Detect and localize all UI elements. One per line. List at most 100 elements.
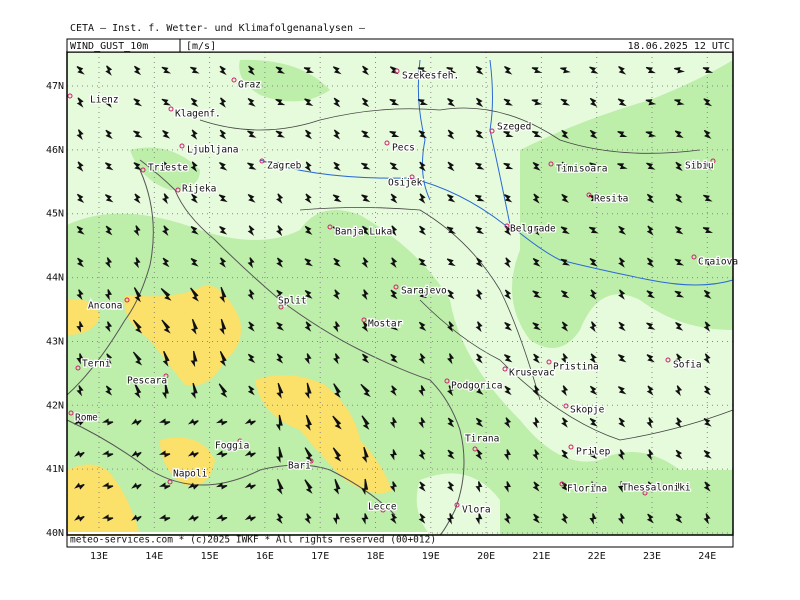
city-marker: [568, 444, 574, 450]
wind-arrow: [447, 161, 455, 172]
city-marker: [394, 68, 400, 74]
city-marker: [140, 167, 146, 173]
wind-arrow: [134, 383, 142, 399]
wind-arrow: [703, 289, 712, 299]
wind-arrow: [503, 98, 513, 106]
lon-label: 22E: [588, 551, 606, 562]
datetime: 18.06.2025 12 UTC: [628, 41, 730, 52]
wind-arrow: [276, 513, 284, 524]
city-marker: [231, 77, 237, 83]
wind-arrow: [617, 98, 627, 107]
wind-arrow: [304, 98, 314, 106]
wind-arrow: [560, 385, 569, 397]
city-label: Ljubljana: [187, 145, 238, 156]
wind-arrow: [447, 385, 455, 397]
city-marker: [237, 438, 243, 444]
gust-area: [67, 210, 733, 535]
wind-arrow: [531, 67, 543, 74]
wind-arrow: [76, 226, 85, 235]
city-marker: [642, 490, 648, 496]
wind-arrow: [304, 161, 312, 172]
wind-arrow: [560, 226, 570, 234]
lon-label: 23E: [643, 551, 661, 562]
wind-arrow: [244, 418, 256, 426]
wind-arrow: [190, 258, 199, 267]
wind-arrow: [333, 97, 341, 108]
city-marker: [444, 378, 450, 384]
wind-arrow: [589, 289, 597, 300]
wind-arrow: [646, 513, 654, 524]
wind-arrow: [332, 415, 342, 430]
wind-arrow: [303, 67, 315, 74]
city-marker: [167, 479, 173, 485]
wind-arrow: [390, 257, 398, 268]
city-marker: [308, 458, 314, 464]
wind-arrow: [475, 385, 484, 395]
wind-arrow: [247, 97, 256, 107]
wind-arrow: [215, 482, 228, 490]
wind-arrow: [304, 289, 313, 299]
wind-arrow: [76, 385, 84, 397]
city-marker: [710, 158, 716, 164]
wind-arrow: [133, 225, 141, 237]
wind-arrow: [332, 194, 342, 203]
wind-arrow: [131, 418, 142, 426]
wind-arrow: [447, 289, 455, 300]
wind-arrow: [531, 99, 543, 106]
wind-arrow: [304, 353, 312, 365]
wind-arrow: [589, 66, 599, 74]
wind-arrow: [589, 418, 598, 427]
wind-arrow: [532, 353, 540, 364]
wind-arrow: [674, 226, 684, 235]
wind-arrow: [390, 385, 398, 396]
wind-arrow: [646, 322, 656, 330]
wind-arrow: [702, 227, 714, 234]
wind-arrow: [304, 225, 313, 235]
wind-arrow: [646, 225, 654, 236]
wind-arrow: [158, 450, 171, 458]
wind-arrow: [132, 319, 143, 334]
city-label: Rome: [75, 413, 98, 424]
city-label: Napoli: [173, 469, 208, 480]
wind-arrow: [675, 513, 683, 524]
gust-area: [160, 437, 215, 486]
wind-arrow: [589, 97, 598, 107]
wind-arrow: [646, 354, 655, 363]
gust-area: [67, 299, 100, 335]
wind-arrow: [475, 65, 484, 75]
wind-arrow: [703, 98, 713, 107]
wind-arrow: [190, 193, 198, 204]
map: Lienz Graz Szekesfeh. Klagenf. Szeged Ljublja…: [46, 51, 739, 562]
wind-arrow: [390, 322, 399, 331]
wind-arrow: [447, 449, 455, 460]
wind-arrow: [475, 417, 484, 428]
wind-arrow: [275, 130, 285, 138]
wind-arrow: [475, 97, 484, 108]
wind-arrow: [219, 97, 227, 108]
city-marker: [489, 128, 495, 134]
wind-arrow: [702, 67, 714, 74]
wind-arrow: [190, 161, 198, 172]
city-label: Lecce: [368, 502, 397, 513]
wind-arrow: [133, 257, 141, 269]
wind-arrow: [532, 225, 540, 236]
gust-area: [239, 59, 330, 102]
wind-arrow: [162, 225, 170, 236]
wind-arrow: [161, 66, 172, 74]
wind-arrow: [105, 65, 113, 76]
wind-arrow: [418, 481, 426, 492]
wind-arrow: [475, 449, 483, 460]
city-label: Pristina: [553, 362, 599, 373]
wind-arrow: [618, 321, 626, 332]
wind-arrow: [417, 67, 429, 74]
lon-label: 13E: [90, 551, 108, 562]
wind-arrow: [244, 482, 256, 490]
wind-arrow: [674, 99, 685, 106]
wind-arrow: [418, 385, 426, 397]
wind-arrow: [333, 289, 341, 300]
wind-arrow: [561, 129, 569, 139]
wind-arrow: [561, 161, 569, 172]
wind-arrow: [190, 97, 199, 107]
wind-arrow: [418, 258, 427, 267]
wind-arrow: [674, 258, 685, 266]
